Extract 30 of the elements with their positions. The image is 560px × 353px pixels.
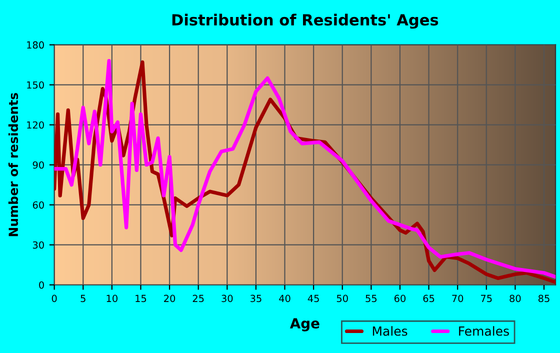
x-tick-label: 5 [80,294,86,302]
x-tick-label: 60 [394,294,406,302]
x-tick-label: 85 [538,294,550,302]
y-tick-label: 150 [27,81,44,89]
legend-label: Males [372,326,408,336]
x-axis-title: Age [290,318,320,332]
x-tick-label: 10 [106,294,118,302]
x-tick-label: 35 [250,294,262,302]
x-tick-label: 55 [366,294,377,302]
x-tick-label: 45 [308,294,319,302]
x-tick-label: 20 [164,294,176,302]
x-tick-label: 70 [452,294,464,302]
x-tick-label: 30 [222,294,233,302]
x-tick-label: 75 [481,294,492,302]
x-tick-label: 80 [510,294,521,302]
y-tick-label: 120 [27,121,44,129]
x-tick-label: 0 [52,294,57,302]
x-tick-label: 25 [192,294,204,302]
x-tick-label: 65 [423,294,434,302]
x-tick-label: 15 [136,294,146,302]
y-axis-title: Number of residents [8,93,18,236]
chart-title: Distribution of Residents' Ages [172,14,438,29]
y-tick-label: 180 [27,41,44,49]
x-tick-label: 50 [336,294,348,302]
y-tick-label: 0 [39,281,44,289]
legend-label: Females [459,326,509,336]
x-tick-label: 40 [279,294,290,302]
y-tick-label: 90 [32,161,44,169]
y-tick-label: 60 [32,201,44,209]
y-tick-label: 30 [32,241,44,249]
